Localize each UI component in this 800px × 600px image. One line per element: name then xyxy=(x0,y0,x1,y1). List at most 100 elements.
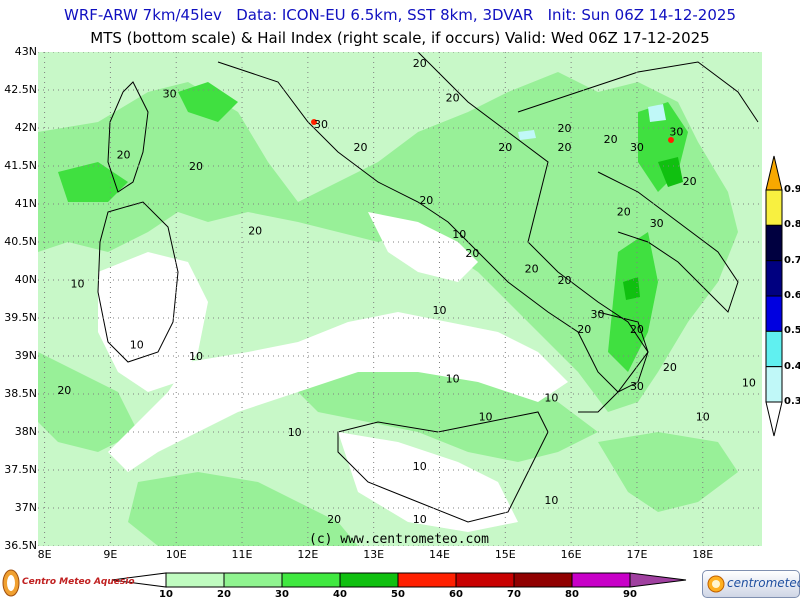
lat-tick-label: 40N xyxy=(14,273,37,286)
contour-label: 20 xyxy=(663,361,677,374)
contour-label: 10 xyxy=(452,228,466,241)
lat-tick-label: 42.5N xyxy=(4,83,37,96)
contour-label: 10 xyxy=(446,373,460,386)
mts-scale-label: 10 xyxy=(159,589,173,600)
contour-label: 20 xyxy=(413,57,427,70)
mts-scale xyxy=(111,572,687,588)
contour-label: 20 xyxy=(189,160,203,173)
header-title-line2: MTS (bottom scale) & Hail Index (right s… xyxy=(90,29,710,47)
hail-scale-label: 0.6 xyxy=(784,290,800,301)
contour-label: 20 xyxy=(465,247,479,260)
centrometeo-globe-icon xyxy=(707,575,725,593)
lon-tick-label: 9E xyxy=(103,548,118,561)
contour-label: 20 xyxy=(419,194,433,207)
lat-tick-label: 41N xyxy=(14,197,37,210)
lon-tick-label: 18E xyxy=(692,548,714,561)
lat-tick-label: 36.5N xyxy=(4,539,37,552)
sardinia-coast xyxy=(97,201,179,363)
mts-scale-label: 70 xyxy=(507,589,521,600)
contour-label: 20 xyxy=(683,175,697,188)
contour-label: 20 xyxy=(327,513,341,526)
contour-label: 20 xyxy=(630,323,644,336)
logo-centro-meteo-aquesio: Centro Meteo Aquesio xyxy=(2,568,135,598)
hail-scale-band xyxy=(765,260,783,297)
lon-tick-label: 14E xyxy=(429,548,450,561)
contour-label: 20 xyxy=(558,122,572,135)
apulia-coast xyxy=(597,171,739,313)
contour-label: 10 xyxy=(288,426,302,439)
mts-scale-band xyxy=(397,572,457,588)
mts-scale-band xyxy=(455,572,515,588)
logo-right-text: centrometeo xyxy=(727,576,800,590)
logo-centrometeo: centrometeo xyxy=(702,570,800,598)
mts-scale-label: 30 xyxy=(275,589,289,600)
contour-label: 10 xyxy=(189,350,203,363)
weather-map: 30 20 20 30 20 20 20 20 20 20 30 20 30 20 20 20 30 20 10 20… xyxy=(38,52,762,546)
contour-label: 10 xyxy=(544,494,558,507)
lon-tick-label: 15E xyxy=(494,548,516,561)
contour-label: 30 xyxy=(630,141,644,154)
contour-label: 30 xyxy=(630,380,644,393)
hail-scale-label: 0.9 xyxy=(784,184,800,195)
hail-scale-band xyxy=(765,330,783,368)
lon-tick-label: 8E xyxy=(37,548,52,561)
contour-label: 20 xyxy=(57,384,71,397)
mts-field-30 xyxy=(58,82,688,372)
lon-tick-label: 13E xyxy=(363,548,385,561)
mts-scale-label: 90 xyxy=(623,589,637,600)
contour-label: 10 xyxy=(544,392,558,405)
hail-scale-label: 0.5 xyxy=(784,325,800,337)
mts-scale-band xyxy=(223,572,283,588)
contour-label: 20 xyxy=(604,133,618,146)
lat-tick-label: 37.5N xyxy=(4,463,37,476)
mts-scale-band xyxy=(513,572,573,588)
contour-label: 30 xyxy=(650,217,664,230)
contour-label: 10 xyxy=(696,411,710,424)
lat-tick-label: 41.5N xyxy=(4,159,37,172)
mts-field-below-10 xyxy=(98,212,568,532)
contour-label: 20 xyxy=(558,141,572,154)
hail-index-field xyxy=(518,104,666,140)
lon-tick-label: 16E xyxy=(560,548,582,561)
lat-tick-label: 39.5N xyxy=(4,311,37,324)
contour-label: 10 xyxy=(413,460,427,473)
hail-scale-label: 0.8 xyxy=(784,219,800,231)
lat-tick-label: 42N xyxy=(14,121,37,134)
lat-tick-label: 40.5N xyxy=(4,235,37,248)
hail-scale-band xyxy=(765,189,783,226)
coastlines xyxy=(97,52,759,523)
lat-tick-label: 38.5N xyxy=(4,387,37,400)
lat-tick-label: 38N xyxy=(14,425,37,438)
hail-scale-label: 0.3 xyxy=(784,396,800,407)
contour-label: 10 xyxy=(432,304,446,317)
hail-scale-band xyxy=(765,224,783,262)
mts-scale-end-triangle xyxy=(629,572,687,588)
hail-index-scale xyxy=(765,155,783,437)
logo-left-text: Centro Meteo Aquesio xyxy=(22,577,135,587)
mts-scale-label: 80 xyxy=(565,589,579,600)
corsica-coast xyxy=(107,81,149,193)
mts-field-40 xyxy=(623,157,683,300)
contour-label: 20 xyxy=(525,262,539,275)
contour-label: 10 xyxy=(130,338,144,351)
mts-scale-band xyxy=(339,572,399,588)
contour-label: 30 xyxy=(314,118,328,131)
mts-scale-band xyxy=(571,572,631,588)
lon-tick-label: 11E xyxy=(231,548,253,561)
mts-scale-band xyxy=(281,572,341,588)
hail-scale-label: 0.4 xyxy=(784,360,800,372)
mts-scale-label: 60 xyxy=(449,589,463,600)
contour-label: 20 xyxy=(617,205,631,218)
contour-label: 20 xyxy=(577,323,591,336)
contour-label: 30 xyxy=(669,126,683,139)
contour-label: 30 xyxy=(163,88,177,101)
mts-scale-label: 50 xyxy=(391,589,405,600)
copyright-text: (c) www.centrometeo.com xyxy=(309,532,490,547)
hail-scale-label: 0.7 xyxy=(784,254,800,266)
contour-label: 20 xyxy=(558,274,572,287)
contour-label: 10 xyxy=(70,278,84,291)
mts-scale-label: 20 xyxy=(217,589,231,600)
header-title-line1: WRF-ARW 7km/45lev Data: ICON-EU 6.5km, S… xyxy=(64,6,736,24)
contour-label: 20 xyxy=(117,148,131,161)
contour-label: 10 xyxy=(742,376,756,389)
